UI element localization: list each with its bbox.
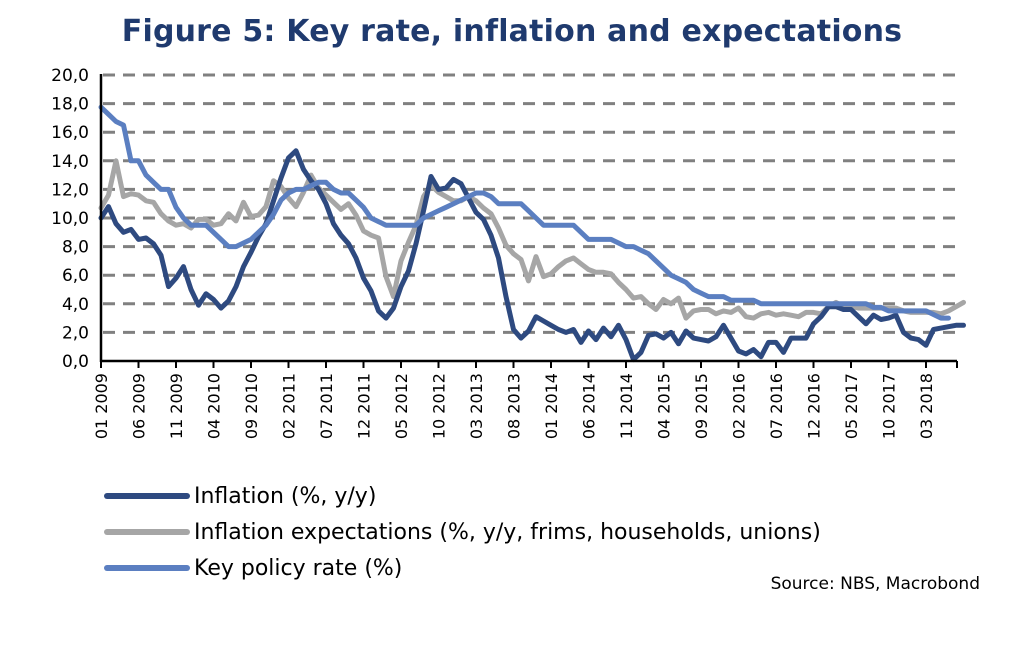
x-tick-label: 07 2016 xyxy=(767,373,786,439)
y-tick-label: 14,0 xyxy=(51,152,89,172)
x-tick-label: 01 2009 xyxy=(92,373,111,439)
legend-item-inflation: Inflation (%, y/y) xyxy=(104,478,821,514)
y-tick-label: 8,0 xyxy=(62,238,89,258)
y-tick-label: 10,0 xyxy=(51,209,89,229)
x-tick-label: 09 2015 xyxy=(692,373,711,439)
y-tick-label: 12,0 xyxy=(51,180,89,200)
legend-item-expectations: Inflation expectations (%, y/y, frims, h… xyxy=(104,514,821,550)
x-tick-label: 07 2011 xyxy=(317,373,336,439)
x-tick-label: 05 2017 xyxy=(842,373,861,439)
x-tick-label: 10 2012 xyxy=(430,373,449,439)
legend-swatch-key-rate xyxy=(104,565,190,571)
x-tick-label: 12 2011 xyxy=(355,373,374,439)
x-tick-label: 04 2015 xyxy=(655,373,674,439)
source-note: Source: NBS, Macrobond xyxy=(770,574,980,594)
y-tick-label: 20,0 xyxy=(51,66,89,86)
legend-label-key-rate: Key policy rate (%) xyxy=(194,555,403,581)
x-tick-label: 03 2013 xyxy=(467,373,486,439)
legend-swatch-expectations xyxy=(104,529,190,535)
x-tick-label: 02 2011 xyxy=(280,373,299,439)
x-tick-label: 03 2018 xyxy=(917,373,936,439)
x-tick-label: 12 2016 xyxy=(805,373,824,439)
chart-title: Figure 5: Key rate, inflation and expect… xyxy=(121,14,903,49)
x-tick-label: 04 2010 xyxy=(205,373,224,439)
y-tick-label: 2,0 xyxy=(62,323,89,343)
legend-label-inflation: Inflation (%, y/y) xyxy=(194,483,377,509)
x-tick-label: 09 2010 xyxy=(242,373,261,439)
x-tick-label: 11 2014 xyxy=(617,373,636,439)
x-tick-label: 08 2013 xyxy=(505,373,524,439)
series-line-inflation xyxy=(98,148,966,363)
legend-swatch-inflation xyxy=(104,493,190,499)
y-tick-label: 6,0 xyxy=(62,266,89,286)
legend-item-key-rate: Key policy rate (%) xyxy=(104,550,821,586)
x-tick-label: 01 2014 xyxy=(542,373,561,439)
y-tick-label: 0,0 xyxy=(62,352,89,372)
y-axis-ticks: 0,0 2,0 4,0 6,0 8,0 10,0 12,0 14,0 16,0 18,0 20,0 xyxy=(51,66,89,372)
x-tick-label: 10 2017 xyxy=(880,373,899,439)
series-lines xyxy=(98,104,966,363)
legend: Inflation (%, y/y) Inflation expectation… xyxy=(104,478,821,586)
y-tick-label: 16,0 xyxy=(51,123,89,143)
x-tick-label: 06 2009 xyxy=(130,373,149,439)
x-tick-label: 06 2014 xyxy=(580,373,599,439)
x-axis-ticks: 01 2009 06 2009 11 2009 04 2010 09 2010 02 20… xyxy=(92,361,958,439)
x-tick-label: 02 2016 xyxy=(730,373,749,439)
x-tick-label: 05 2012 xyxy=(392,373,411,439)
legend-label-expectations: Inflation expectations (%, y/y, frims, h… xyxy=(194,519,821,545)
x-tick-label: 11 2009 xyxy=(167,373,186,439)
y-tick-label: 4,0 xyxy=(62,295,89,315)
series-line-expectations xyxy=(98,158,966,321)
series-line-key-rate xyxy=(98,104,951,321)
y-tick-label: 18,0 xyxy=(51,95,89,115)
